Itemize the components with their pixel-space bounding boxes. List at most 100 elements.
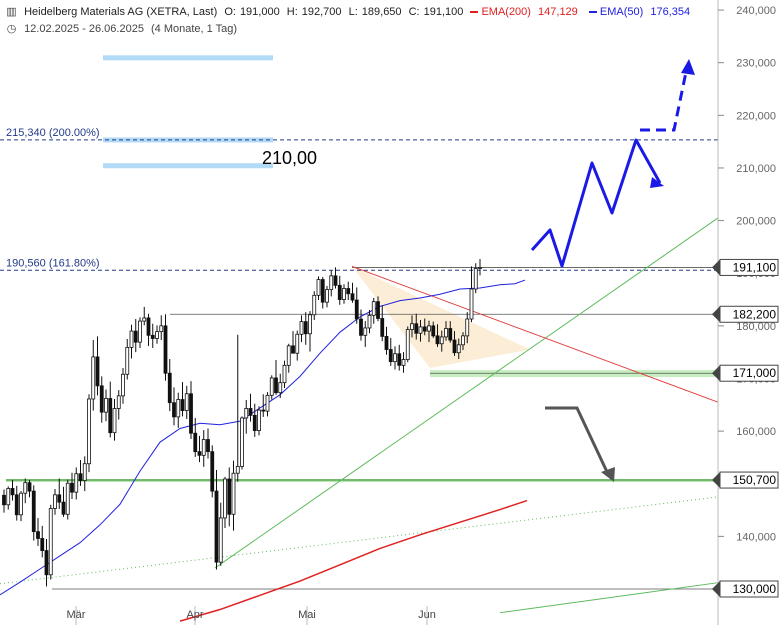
uptrend-line: [214, 217, 719, 569]
candle: [95, 356, 100, 387]
candle: [206, 439, 210, 453]
candle: [418, 326, 423, 334]
close-value: 191,100: [423, 6, 464, 18]
candle: [371, 301, 376, 316]
candle: [23, 482, 28, 494]
candle: [121, 373, 125, 397]
price-label-text: 182,200: [733, 307, 777, 321]
candle: [53, 494, 57, 509]
candle: [57, 494, 62, 503]
price-label-pointer: [712, 306, 720, 323]
y-tick-label: 180,000: [736, 321, 776, 333]
bull-projection-arrowhead: [650, 177, 664, 188]
long-trend-dotted: [0, 496, 719, 585]
ema200-line: [179, 499, 528, 622]
candle: [231, 472, 236, 515]
candle: [414, 323, 419, 334]
candle: [138, 320, 142, 343]
candle: [210, 451, 215, 492]
candle: [278, 382, 283, 394]
candle: [125, 347, 130, 375]
ema50-legend: EMA(50) 176,354: [588, 6, 694, 18]
instrument-name: Heidelberg Materials AG (XETRA, Last): [24, 6, 218, 18]
ema200-swatch: [470, 11, 479, 14]
candle: [184, 393, 189, 411]
candle: [193, 432, 198, 453]
candle: [150, 334, 155, 339]
y-tick-label: 220,000: [736, 110, 776, 122]
candle: [367, 314, 372, 329]
target-zone-mid: [103, 137, 273, 143]
candle: [31, 490, 36, 533]
candle: [325, 289, 329, 303]
x-tick-label: Jun: [418, 609, 436, 621]
low-value: 189,650: [361, 6, 402, 18]
candle: [308, 314, 312, 335]
candle: [431, 325, 436, 337]
candle: [286, 345, 291, 366]
candle: [116, 395, 121, 409]
candle: [359, 318, 363, 336]
x-tick-label: Mär: [67, 609, 86, 621]
candle: [235, 465, 240, 474]
candle: [142, 317, 147, 322]
candle: [172, 402, 176, 418]
candle: [312, 294, 317, 316]
candle: [2, 494, 6, 506]
candle: [180, 399, 185, 411]
candle: [261, 409, 266, 412]
y-tick-label: 160,000: [736, 426, 776, 438]
candle: [112, 408, 117, 434]
candle: [439, 336, 444, 345]
candle: [82, 463, 87, 481]
date-range: 12.02.2025 - 26.06.2025: [24, 23, 144, 35]
period: (4 Monate, 1 Tag): [151, 23, 238, 35]
x-tick-label: Apr: [186, 609, 203, 621]
candle: [257, 409, 261, 431]
candle: [397, 353, 402, 366]
candle: [129, 330, 134, 348]
close-label: C:: [408, 6, 420, 18]
candle: [10, 488, 15, 496]
candle: [363, 327, 368, 336]
y-tick-label: 200,000: [736, 216, 776, 228]
y-tick-label: 240,000: [736, 5, 776, 17]
candle: [65, 482, 70, 515]
candle: [176, 399, 181, 418]
price-label-pointer: [712, 581, 720, 597]
candle: [444, 328, 448, 338]
candle: [469, 288, 474, 320]
candle: [27, 482, 32, 492]
candle: [70, 482, 74, 493]
candle: [214, 490, 219, 563]
candle: [61, 501, 66, 515]
candle: [14, 494, 19, 516]
fib-label-0: 215,340 (200.00%): [6, 127, 100, 139]
candle: [155, 331, 159, 339]
candle: [44, 550, 49, 576]
high-value: 192,700: [301, 6, 342, 18]
candle: [320, 279, 325, 303]
price-label-text: 150,700: [733, 473, 777, 487]
candle: [248, 408, 253, 416]
candle: [40, 538, 45, 551]
candle: [159, 325, 164, 333]
candle: [189, 393, 193, 434]
candle: [19, 492, 23, 516]
candle: [223, 478, 227, 519]
candle: [350, 293, 355, 301]
candle: [274, 377, 278, 394]
ema50-value: 176,354: [650, 6, 691, 18]
candle: [465, 318, 470, 337]
price-label-text: 191,100: [733, 260, 777, 274]
fib-label-1: 190,560 (161.80%): [6, 257, 100, 269]
candle: [291, 345, 295, 354]
candle: [91, 356, 96, 400]
bear-projection-arrowhead: [601, 467, 615, 482]
candle: [104, 398, 108, 413]
candle: [452, 339, 457, 354]
candle: [299, 321, 304, 335]
price-label-text: 130,000: [733, 582, 777, 596]
candle: [36, 531, 40, 539]
